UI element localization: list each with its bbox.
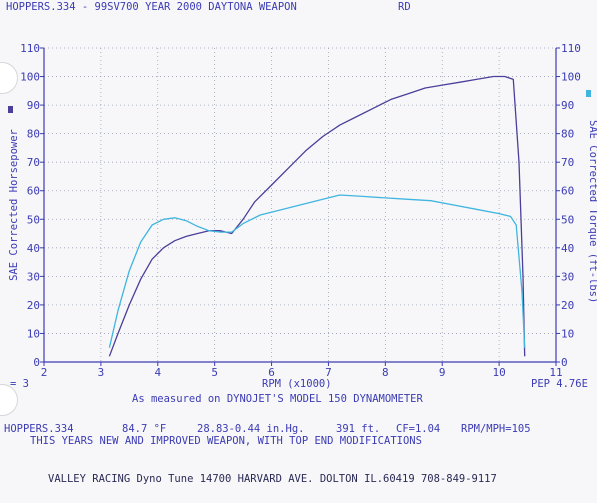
y-tick-label-right: 40 — [561, 242, 574, 255]
run-note: THIS YEARS NEW AND IMPROVED WEAPON, WITH… — [30, 435, 422, 447]
y-tick-label-right: 110 — [561, 42, 581, 55]
y-tick-label-left: 100 — [20, 71, 40, 84]
x-tick-label: 4 — [154, 366, 161, 379]
shop-info: VALLEY RACING Dyno Tune 14700 HARVARD AV… — [48, 473, 497, 485]
y-tick-label-right: 10 — [561, 327, 574, 340]
correction-factor: CF=1.04 — [396, 423, 441, 435]
y-tick-label-right: 90 — [561, 99, 574, 112]
x-tick-label: 2 — [41, 366, 48, 379]
y-tick-label-right: 50 — [561, 213, 574, 226]
right-axis-label: SAE Corrected Torque (ft-lbs) — [587, 120, 597, 304]
data-series — [108, 75, 526, 357]
x-tick-label: 6 — [268, 366, 275, 379]
x-tick-label: 7 — [325, 366, 332, 379]
x-tick-label: 9 — [439, 366, 446, 379]
y-tick-label-right: 70 — [561, 156, 574, 169]
y-tick-label-left: 20 — [27, 299, 40, 312]
left-axis-label: SAE Corrected Horsepower — [8, 129, 20, 281]
tick-labels: 0 0 10 10 20 20 30 30 40 40 50 50 60 60 70 70 80 80 90 90 10… — [20, 42, 581, 379]
pep-label: PEP 4.76E — [531, 378, 588, 390]
page-title: HOPPERS.334 - 99SV700 YEAR 2000 DAYTONA … — [6, 1, 297, 13]
series-line-hp — [108, 75, 526, 357]
barometric-pressure: 28.83-0.44 in.Hg. — [197, 423, 305, 435]
x-tick-label: 10 — [492, 366, 505, 379]
y-tick-label-left: 70 — [27, 156, 40, 169]
y-tick-label-right: 80 — [561, 128, 574, 141]
y-tick-label-left: 0 — [33, 356, 40, 369]
y-tick-label-left: 110 — [20, 42, 40, 55]
x-axis-label: RPM (x1000) — [262, 378, 332, 390]
rpm-mph-ratio: RPM/MPH=105 — [461, 423, 531, 435]
y-tick-label-right: 20 — [561, 299, 574, 312]
hp-legend-swatch — [8, 106, 13, 113]
y-tick-label-right: 30 — [561, 270, 574, 283]
y-tick-label-left: 50 — [27, 213, 40, 226]
x-tick-label: 8 — [382, 366, 389, 379]
run-name: HOPPERS.334 — [4, 423, 74, 435]
x-tick-label: 3 — [98, 366, 105, 379]
y-tick-label-right: 60 — [561, 185, 574, 198]
y-tick-label-left: 30 — [27, 270, 40, 283]
operator-initials: RD — [398, 1, 411, 13]
altitude: 391 ft. — [336, 423, 381, 435]
series-line-torque — [108, 194, 526, 348]
x-tick-label: 11 — [549, 366, 562, 379]
dyno-model-note: As measured on DYNOJET'S MODEL 150 DYNAM… — [132, 393, 423, 405]
y-tick-label-left: 90 — [27, 99, 40, 112]
torque-legend-swatch — [586, 90, 591, 97]
y-tick-label-left: 60 — [27, 185, 40, 198]
y-tick-label-left: 40 — [27, 242, 40, 255]
y-tick-label-right: 100 — [561, 71, 581, 84]
y-tick-label-left: 10 — [27, 327, 40, 340]
y-tick-label-left: 80 — [27, 128, 40, 141]
chart-axes — [40, 47, 560, 366]
y-tick-label-right: 0 — [561, 356, 568, 369]
x-tick-label: 5 — [211, 366, 218, 379]
temperature: 84.7 °F — [122, 423, 167, 435]
smoothing-label: = 3 — [10, 378, 29, 390]
